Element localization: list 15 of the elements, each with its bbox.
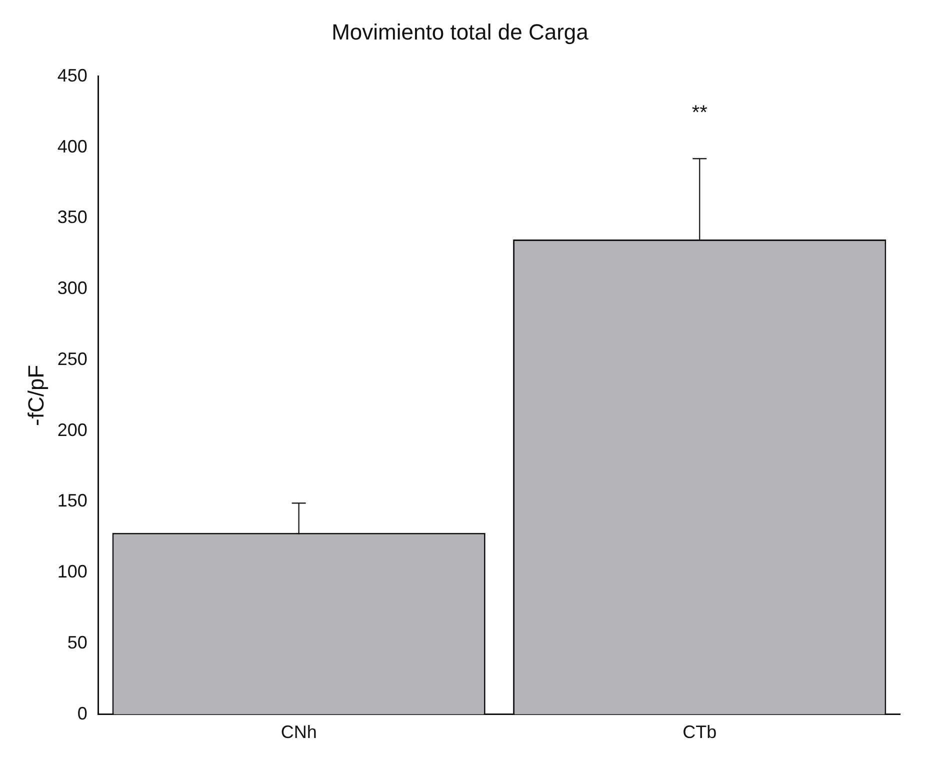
y-tick-label: 200 bbox=[57, 420, 88, 440]
y-tick-label: 300 bbox=[57, 278, 88, 298]
y-tick-label: 0 bbox=[77, 703, 88, 724]
y-tick-label: 150 bbox=[57, 490, 88, 511]
y-tick-label: 250 bbox=[57, 348, 88, 369]
y-tick-label: 50 bbox=[67, 632, 88, 652]
annotation: ** bbox=[692, 102, 708, 124]
y-tick-label: 350 bbox=[57, 207, 88, 228]
x-tick-label: CNh bbox=[280, 722, 317, 742]
y-tick-label: 400 bbox=[57, 136, 88, 156]
y-tick-label: 100 bbox=[57, 562, 88, 582]
chart-title: Movimiento total de Carga bbox=[332, 19, 590, 44]
y-tick-label: 450 bbox=[57, 65, 88, 86]
x-tick-label: CTb bbox=[682, 722, 717, 742]
y-axis-title: -fC/pF bbox=[23, 364, 48, 426]
